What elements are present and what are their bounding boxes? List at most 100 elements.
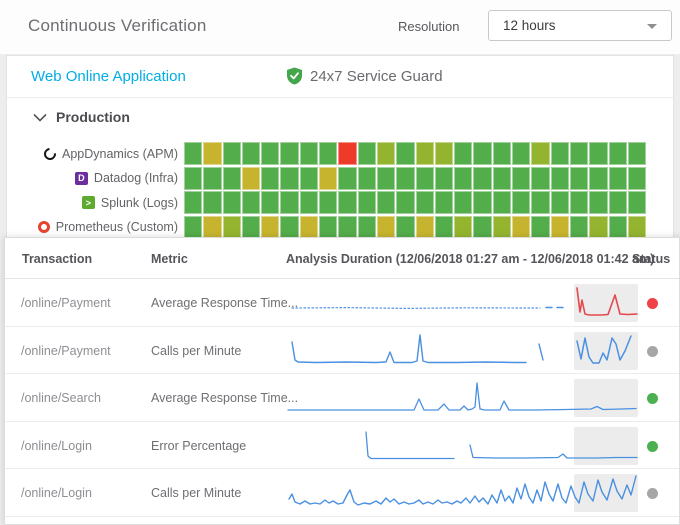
heatmap-cell[interactable] bbox=[338, 166, 357, 190]
heatmap-cell[interactable] bbox=[608, 142, 627, 166]
heatmap-cell[interactable] bbox=[357, 191, 376, 215]
heatmap-cell[interactable] bbox=[512, 142, 531, 166]
transaction-row[interactable]: /online/Payment Average Response Time... bbox=[5, 279, 679, 327]
transaction-row[interactable]: /online/Login Error Percentage bbox=[5, 422, 679, 469]
heatmap-cell[interactable] bbox=[434, 191, 454, 215]
heatmap-cell[interactable] bbox=[184, 215, 203, 239]
heatmap-cell[interactable] bbox=[203, 191, 222, 215]
heatmap-cell[interactable] bbox=[627, 166, 647, 190]
heatmap-cell[interactable] bbox=[531, 166, 550, 190]
heatmap-cell[interactable] bbox=[492, 166, 512, 190]
heatmap-cell[interactable] bbox=[222, 215, 241, 239]
transaction-row[interactable]: /online/Login Calls per Minute bbox=[5, 469, 679, 517]
heatmap-cell[interactable] bbox=[280, 166, 299, 190]
heatmap-cell[interactable] bbox=[319, 166, 338, 190]
heatmap-cell[interactable] bbox=[338, 215, 357, 239]
resolution-dropdown[interactable]: 12 hours bbox=[488, 10, 672, 41]
heatmap-cell[interactable] bbox=[434, 215, 454, 239]
transaction-row[interactable]: /online/Payment Calls per Minute bbox=[5, 327, 679, 374]
transaction-row[interactable]: /online/Search Average Response Time... bbox=[5, 374, 679, 422]
heatmap-cell[interactable] bbox=[608, 215, 627, 239]
heatmap-cell[interactable] bbox=[241, 142, 261, 166]
heatmap-cell[interactable] bbox=[492, 215, 512, 239]
heatmap-cell[interactable] bbox=[569, 166, 589, 190]
heatmap-cell[interactable] bbox=[569, 215, 589, 239]
heatmap-cell[interactable] bbox=[280, 142, 299, 166]
heatmap-cell[interactable] bbox=[396, 191, 415, 215]
heatmap-cell[interactable] bbox=[531, 215, 550, 239]
heatmap-cell[interactable] bbox=[299, 166, 319, 190]
heatmap-cell[interactable] bbox=[184, 142, 203, 166]
heatmap-cell[interactable] bbox=[550, 166, 569, 190]
heatmap-cell[interactable] bbox=[608, 166, 627, 190]
heatmap-cell[interactable] bbox=[396, 142, 415, 166]
heatmap-cell[interactable] bbox=[280, 191, 299, 215]
environment-header[interactable]: Production bbox=[33, 109, 130, 125]
heatmap-cell[interactable] bbox=[338, 191, 357, 215]
heatmap-cell[interactable] bbox=[222, 191, 241, 215]
heatmap-cell[interactable] bbox=[589, 215, 608, 239]
heatmap-cell[interactable] bbox=[319, 215, 338, 239]
heatmap-cell[interactable] bbox=[589, 166, 608, 190]
heatmap-cell[interactable] bbox=[434, 142, 454, 166]
heatmap-cell[interactable] bbox=[396, 166, 415, 190]
heatmap-cell[interactable] bbox=[608, 191, 627, 215]
heatmap-cell[interactable] bbox=[492, 142, 512, 166]
heatmap-cell[interactable] bbox=[203, 166, 222, 190]
heatmap-cell[interactable] bbox=[299, 142, 319, 166]
heatmap-cell[interactable] bbox=[299, 215, 319, 239]
application-link[interactable]: Web Online Application bbox=[31, 68, 186, 85]
heatmap-cell[interactable] bbox=[434, 166, 454, 190]
heatmap-cell[interactable] bbox=[376, 215, 396, 239]
heatmap-cell[interactable] bbox=[492, 191, 512, 215]
heatmap-cell[interactable] bbox=[569, 142, 589, 166]
heatmap-cell[interactable] bbox=[241, 166, 261, 190]
heatmap-cell[interactable] bbox=[376, 191, 396, 215]
heatmap-cell[interactable] bbox=[473, 166, 492, 190]
heatmap-cell[interactable] bbox=[627, 215, 647, 239]
heatmap-cell[interactable] bbox=[550, 191, 569, 215]
heatmap-cell[interactable] bbox=[415, 215, 434, 239]
heatmap-cell[interactable] bbox=[319, 191, 338, 215]
heatmap-cell[interactable] bbox=[512, 215, 531, 239]
heatmap-cell[interactable] bbox=[415, 166, 434, 190]
heatmap-cell[interactable] bbox=[376, 142, 396, 166]
heatmap-cell[interactable] bbox=[550, 142, 569, 166]
heatmap-cell[interactable] bbox=[184, 166, 203, 190]
heatmap-cell[interactable] bbox=[261, 191, 280, 215]
heatmap-cell[interactable] bbox=[319, 142, 338, 166]
heatmap-cell[interactable] bbox=[203, 142, 222, 166]
heatmap-cell[interactable] bbox=[589, 142, 608, 166]
heatmap-cell[interactable] bbox=[627, 142, 647, 166]
heatmap-cell[interactable] bbox=[454, 166, 473, 190]
heatmap-cell[interactable] bbox=[357, 166, 376, 190]
heatmap-cell[interactable] bbox=[222, 142, 241, 166]
heatmap-cell[interactable] bbox=[376, 166, 396, 190]
heatmap-cell[interactable] bbox=[454, 191, 473, 215]
heatmap-cell[interactable] bbox=[569, 191, 589, 215]
heatmap-cell[interactable] bbox=[473, 142, 492, 166]
heatmap-cell[interactable] bbox=[454, 142, 473, 166]
heatmap-cell[interactable] bbox=[415, 142, 434, 166]
heatmap-cell[interactable] bbox=[299, 191, 319, 215]
heatmap-cell[interactable] bbox=[357, 142, 376, 166]
heatmap-cell[interactable] bbox=[261, 166, 280, 190]
heatmap-cell[interactable] bbox=[627, 191, 647, 215]
heatmap-cell[interactable] bbox=[512, 191, 531, 215]
heatmap-cell[interactable] bbox=[184, 191, 203, 215]
heatmap-cell[interactable] bbox=[261, 142, 280, 166]
heatmap-cell[interactable] bbox=[396, 215, 415, 239]
heatmap-cell[interactable] bbox=[531, 142, 550, 166]
heatmap-cell[interactable] bbox=[454, 215, 473, 239]
heatmap-cell[interactable] bbox=[241, 215, 261, 239]
heatmap-cell[interactable] bbox=[357, 215, 376, 239]
heatmap-cell[interactable] bbox=[338, 142, 357, 166]
heatmap-cell[interactable] bbox=[203, 215, 222, 239]
heatmap-cell[interactable] bbox=[589, 191, 608, 215]
heatmap-cell[interactable] bbox=[531, 191, 550, 215]
heatmap-cell[interactable] bbox=[415, 191, 434, 215]
heatmap-cell[interactable] bbox=[280, 215, 299, 239]
heatmap-cell[interactable] bbox=[261, 215, 280, 239]
heatmap-cell[interactable] bbox=[512, 166, 531, 190]
heatmap-cell[interactable] bbox=[241, 191, 261, 215]
